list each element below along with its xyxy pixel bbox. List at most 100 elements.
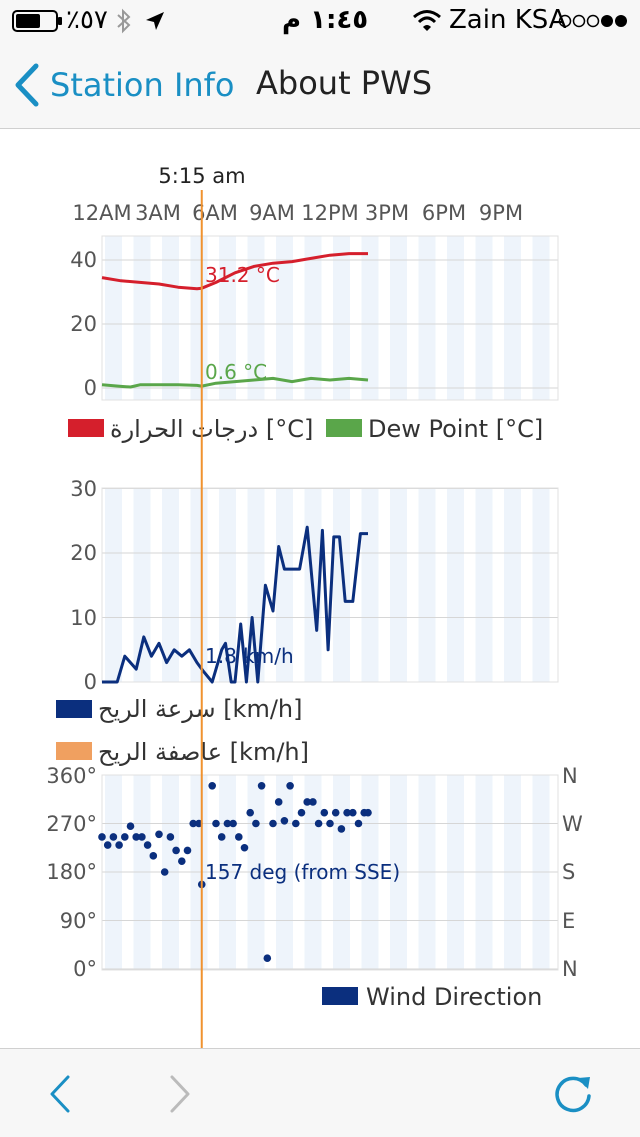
temperature-readout: 31.2 °C: [205, 263, 280, 287]
series-line: [102, 525, 368, 684]
data-point: [229, 819, 237, 828]
compass-label: E: [562, 909, 575, 933]
data-point: [292, 819, 300, 828]
carrier-name: Zain KSA: [449, 5, 567, 35]
data-point: [103, 841, 112, 849]
hour-band: [532, 236, 550, 400]
chart-legend: Wind Direction: [322, 983, 542, 1011]
hour-band: [475, 236, 493, 400]
compass-label: N: [562, 957, 578, 981]
weather-charts[interactable]: 5:15 am 12AM 3AM 6AM 9AM 12PM 3PM 6PM 9P…: [0, 0, 640, 1048]
hour-band: [219, 236, 236, 400]
y-tick-label: 0: [84, 376, 97, 400]
hour-band: [447, 236, 464, 400]
data-point: [257, 781, 266, 790]
legend-swatch: [68, 419, 104, 437]
data-point: [155, 830, 163, 839]
legend-label: سرعة الريح [km/h]: [98, 695, 303, 723]
legend-swatch: [56, 742, 92, 760]
data-point: [217, 833, 226, 841]
wind-direction-readout: 157 deg (from SSE): [205, 860, 400, 884]
y-tick-label: 20: [70, 312, 97, 336]
plot-border: [101, 487, 559, 683]
hour-label: 9PM: [479, 201, 523, 225]
hour-band: [105, 236, 122, 400]
chevron-right-icon: [170, 1075, 190, 1113]
hour-band: [418, 236, 436, 400]
page-title: About PWS: [256, 64, 433, 102]
legend-item-wind-gust[interactable]: عاصفة الريح [km/h]: [56, 738, 309, 766]
hour-label: 12PM: [301, 201, 359, 225]
data-point: [320, 808, 329, 817]
data-point: [280, 817, 289, 825]
battery-icon: [12, 10, 62, 32]
data-point: [263, 954, 272, 963]
chart-legend: درجات الحرارة [°C] Dew Point [°C]: [68, 415, 543, 443]
data-point: [166, 833, 175, 841]
data-point: [364, 808, 372, 817]
hour-band: [333, 488, 350, 682]
hour-band: [133, 236, 151, 400]
hour-band: [133, 488, 151, 682]
hour-band: [390, 488, 407, 682]
hour-band: [504, 488, 521, 682]
legend-item-temperature[interactable]: درجات الحرارة [°C]: [68, 415, 313, 443]
hour-band: [532, 488, 550, 682]
data-point: [149, 852, 158, 860]
hour-band: [447, 488, 464, 682]
data-point: [343, 808, 351, 817]
hour-label: 3PM: [365, 201, 409, 225]
data-point: [208, 781, 216, 790]
data-point: [309, 798, 317, 806]
wifi-icon: [413, 10, 441, 31]
data-point: [138, 833, 146, 841]
y-tick-label: 40: [70, 248, 97, 272]
y-tick-label: 180°: [46, 860, 97, 884]
data-point: [274, 798, 283, 806]
data-point: [252, 819, 260, 828]
hour-band: [247, 236, 265, 400]
hour-band: [304, 236, 322, 400]
data-point: [143, 841, 152, 849]
hour-band: [333, 236, 350, 400]
hour-band: [390, 236, 407, 400]
hour-label: 12AM: [72, 201, 131, 225]
legend-swatch: [326, 419, 362, 437]
y-tick-label: 90°: [60, 909, 97, 933]
legend-item-dew-point[interactable]: Dew Point [°C]: [326, 415, 543, 443]
hour-label: 3AM: [135, 201, 181, 225]
compass-label: W: [562, 812, 583, 836]
legend-swatch: [56, 700, 92, 718]
reload-button[interactable]: [548, 1069, 598, 1119]
hour-band: [219, 488, 236, 682]
hour-band: [190, 488, 208, 682]
hour-band: [276, 236, 293, 400]
bluetooth-icon: [117, 8, 131, 34]
data-point: [126, 822, 135, 830]
data-point: [178, 857, 186, 866]
legend-label: Dew Point [°C]: [368, 415, 543, 443]
y-axis-ticks: 40 20 0: [70, 248, 97, 400]
hour-band: [162, 488, 179, 682]
browser-back-button[interactable]: [36, 1069, 86, 1119]
legend-label: Wind Direction: [366, 983, 542, 1011]
location-arrow-icon: [146, 12, 164, 30]
data-point: [303, 798, 312, 806]
compass-label: N: [562, 764, 578, 788]
y-axis-ticks: 30 20 10 0: [70, 477, 97, 694]
battery-percent: ٪٥٧: [66, 5, 108, 35]
dew-point-readout: 0.6 °C: [205, 360, 267, 384]
y-tick-label: 270°: [46, 812, 97, 836]
y-axis-ticks: 360° 270° 180° 90° 0°: [46, 764, 97, 981]
browser-forward-button[interactable]: [154, 1069, 204, 1119]
data-point: [212, 819, 220, 828]
y-tick-label: 10: [70, 606, 97, 630]
back-button[interactable]: Station Info: [14, 60, 235, 110]
data-point: [297, 808, 306, 817]
data-point: [337, 825, 346, 833]
data-point: [189, 819, 197, 828]
legend-item-wind-speed[interactable]: سرعة الريح [km/h]: [56, 695, 303, 723]
legend-item-wind-direction[interactable]: Wind Direction: [322, 983, 542, 1011]
y-tick-label: 0: [84, 670, 97, 694]
reload-icon: [555, 1076, 591, 1113]
